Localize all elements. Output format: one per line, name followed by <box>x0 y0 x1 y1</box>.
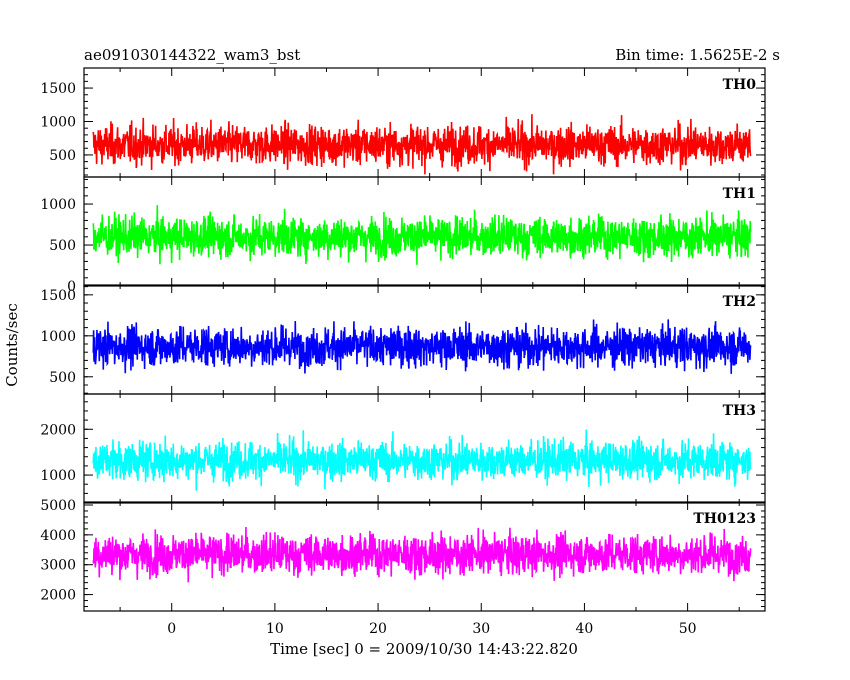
y-tick-label: 1500 <box>40 81 76 97</box>
panel-label: TH0123 <box>693 511 756 527</box>
panel-label: TH0 <box>723 77 757 93</box>
y-tick-label: 4000 <box>40 528 76 544</box>
y-tick-label: 500 <box>49 148 76 164</box>
y-tick-label: 1000 <box>40 468 76 484</box>
panel-th1: 0 500 1000 TH1 <box>40 176 766 295</box>
series-th1 <box>92 205 752 265</box>
panel-frame <box>83 393 766 504</box>
x-tick-label: 20 <box>369 621 387 637</box>
panel-frame <box>83 176 766 287</box>
y-tick-label: 1000 <box>40 114 76 130</box>
x-tick-label: 0 <box>167 621 176 637</box>
y-tick-label: 1500 <box>40 288 76 304</box>
panel-label: TH1 <box>723 186 756 202</box>
x-tick-label: 30 <box>472 621 490 637</box>
y-tick-label: 1000 <box>40 197 76 213</box>
x-tick-label: 50 <box>679 621 697 637</box>
bin-time-label: Bin time: 1.5625E-2 s <box>615 46 780 64</box>
panel-th2: 500 1000 1500 TH2 <box>40 284 766 395</box>
y-tick-label: 0 <box>67 279 76 295</box>
series-th0 <box>92 114 752 175</box>
y-tick-label: 1000 <box>40 329 76 345</box>
y-axis-label: Counts/sec <box>3 303 21 387</box>
panel-frame <box>83 501 766 612</box>
y-tick-label: 2000 <box>40 422 76 438</box>
panel-label: TH3 <box>723 403 756 419</box>
series-th3 <box>92 429 752 491</box>
panel-th0: 500 1000 1500 TH0 <box>40 67 766 178</box>
series-th0123 <box>92 527 752 583</box>
y-tick-label: 3000 <box>40 558 76 574</box>
x-axis-label: Time [sec] 0 = 2009/10/30 14:43:22.820 <box>270 640 578 658</box>
x-tick-label: 40 <box>576 621 594 637</box>
y-tick-label: 500 <box>49 238 76 254</box>
panel-th0123: 2000 3000 4000 5000 TH0123 <box>40 498 766 612</box>
panel-th3: 1000 2000 TH3 <box>40 393 766 504</box>
panel-label: TH2 <box>723 294 756 310</box>
x-tick-label: 10 <box>266 621 284 637</box>
y-tick-label: 5000 <box>40 498 76 514</box>
y-tick-label: 2000 <box>40 588 76 604</box>
series-th2 <box>92 319 752 374</box>
chart-title: ae091030144322_wam3_bst <box>84 46 300 64</box>
y-tick-label: 500 <box>49 370 76 386</box>
